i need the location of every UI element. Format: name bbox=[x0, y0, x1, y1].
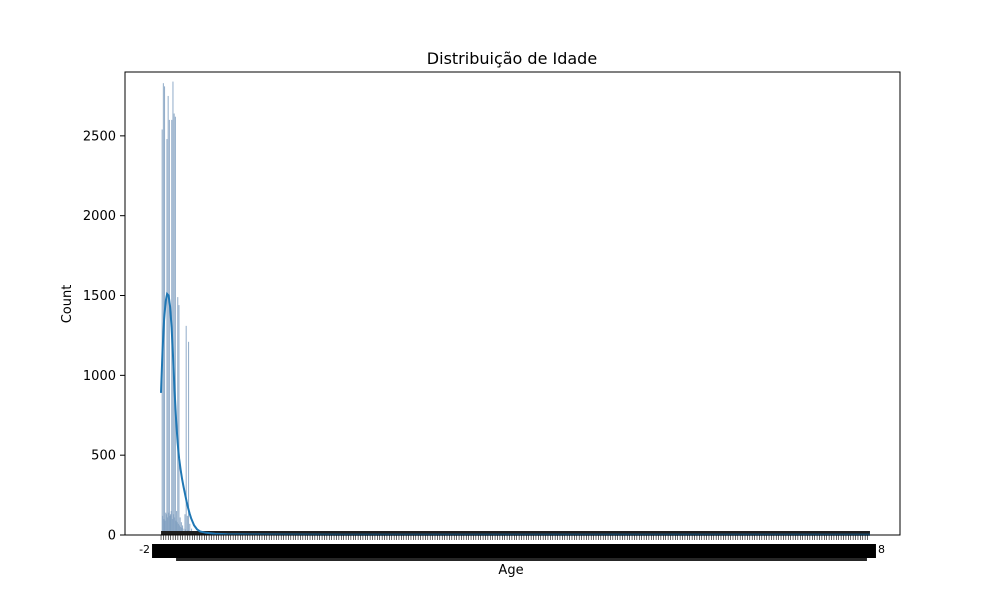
histogram-noise-bar bbox=[168, 512, 170, 535]
histogram-bar bbox=[189, 523, 191, 535]
histogram-bar bbox=[167, 95, 169, 535]
y-tick-label: 2000 bbox=[83, 209, 116, 224]
histogram-noise-bar bbox=[176, 522, 178, 535]
x-tick-label-band bbox=[152, 544, 876, 558]
x-tick-label-last: 8 bbox=[878, 543, 885, 556]
histogram-bar bbox=[186, 515, 188, 535]
histogram-noise-bar bbox=[179, 525, 181, 535]
histogram-bar bbox=[168, 119, 170, 536]
histogram-bar bbox=[173, 113, 175, 535]
histogram-bar bbox=[176, 511, 178, 535]
histogram-bar bbox=[184, 514, 186, 535]
histogram-noise-bar bbox=[173, 514, 175, 535]
histogram-noise-bar bbox=[164, 520, 166, 535]
histogram-noise-bar bbox=[165, 514, 167, 535]
x-axis: -2 8 bbox=[139, 535, 885, 561]
kde-curve bbox=[160, 291, 870, 536]
histogram-noise-bar bbox=[170, 511, 172, 535]
histogram-baseline-band bbox=[161, 531, 870, 535]
histogram-bar bbox=[185, 325, 187, 535]
x-tick-clutter bbox=[152, 535, 876, 561]
histogram-noise-bar bbox=[163, 519, 165, 535]
histogram-noise-bar bbox=[169, 515, 171, 535]
y-tick-label: 500 bbox=[91, 449, 116, 464]
y-tick-label: 0 bbox=[108, 529, 116, 544]
histogram-bar bbox=[166, 139, 168, 535]
y-axis-label: Count bbox=[60, 285, 75, 324]
histogram-bar bbox=[161, 129, 163, 535]
axes-frame bbox=[124, 71, 901, 536]
histogram-bar bbox=[180, 522, 182, 535]
histogram-noise-bar bbox=[175, 520, 177, 535]
histogram-noise-bar bbox=[174, 517, 176, 535]
histogram-bar bbox=[165, 512, 167, 535]
histogram-bar bbox=[162, 83, 164, 535]
histogram-bars bbox=[161, 81, 870, 536]
y-axis: 0 500 1000 1500 2000 2500 bbox=[83, 129, 125, 544]
histogram-bar bbox=[177, 297, 179, 535]
histogram-bar bbox=[182, 525, 184, 535]
kde-curve-layer bbox=[160, 291, 870, 536]
y-tick-label: 1500 bbox=[83, 289, 116, 304]
histogram-noise-bar bbox=[167, 517, 169, 535]
histogram-bar bbox=[178, 305, 180, 535]
x-axis-label: Age bbox=[498, 563, 523, 578]
histogram-noise-bar bbox=[171, 519, 173, 535]
histogram-noise-bar bbox=[162, 515, 164, 535]
histogram-bar bbox=[172, 81, 174, 535]
histogram-noise-bar bbox=[177, 523, 179, 535]
histogram-bar bbox=[188, 341, 190, 535]
histogram-bar bbox=[170, 514, 172, 535]
x-tick-label-first: -2 bbox=[139, 543, 150, 556]
chart-title: Distribuição de Idade bbox=[427, 49, 597, 68]
histogram-bar bbox=[179, 517, 181, 535]
y-tick-label: 1000 bbox=[83, 369, 116, 384]
y-tick-label: 2500 bbox=[83, 129, 116, 144]
x-tick-label-band bbox=[176, 558, 867, 561]
histogram-bar bbox=[174, 116, 176, 536]
